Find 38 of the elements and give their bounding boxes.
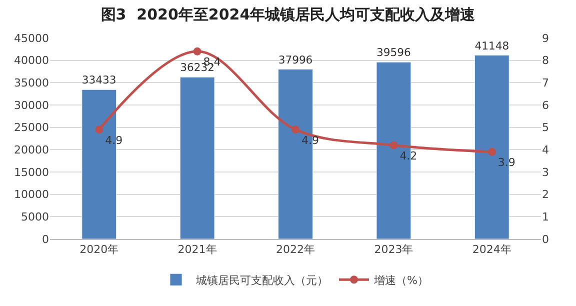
- y-tick-label: 15000: [14, 166, 49, 179]
- y-tick-label: 45000: [14, 32, 49, 45]
- data-label: 37996: [278, 53, 313, 66]
- data-label: 39596: [376, 46, 412, 60]
- y-tick-label: 0: [42, 232, 49, 246]
- y-tick-label: 35000: [14, 76, 49, 90]
- point: [292, 126, 300, 134]
- y2-tick-label: 8: [542, 54, 549, 68]
- x-tick-label: 2024年: [472, 243, 512, 256]
- y-tick-label: 25000: [14, 121, 49, 134]
- point: [193, 47, 202, 56]
- x-tick-label: 2022年: [276, 243, 315, 256]
- point: [95, 126, 104, 134]
- y-tick-label: 5000: [21, 210, 49, 224]
- y2-tick-label: 0: [542, 232, 549, 246]
- chart-title: 图3 2020年至2024年城镇居民人均可支配收入及增速: [100, 6, 476, 24]
- data-label: 41148: [474, 39, 510, 52]
- x-tick-label: 2020年: [80, 243, 119, 256]
- legend-label: 城镇居民可支配收入（元）: [195, 274, 328, 287]
- y2-tick-label: 6: [542, 98, 549, 112]
- y-tick-label: 20000: [14, 144, 49, 157]
- bar: [180, 76, 215, 239]
- data-label: 33433: [82, 74, 116, 87]
- x-tick-label: 2021年: [178, 243, 217, 256]
- y-tick-label: 30000: [14, 98, 49, 112]
- x-tick-label: 2023年: [374, 243, 414, 256]
- y2-tick-label: 4: [542, 144, 549, 157]
- y2-tick-label: 3: [542, 166, 549, 179]
- y2-tick-label: 9: [542, 32, 549, 45]
- y-tick-label: 10000: [14, 188, 49, 202]
- y2-tick-label: 2: [542, 188, 549, 202]
- y2-tick-label: 5: [542, 121, 549, 134]
- y2-tick-label: 1: [542, 210, 549, 224]
- legend-label: 增速（%）: [373, 274, 428, 287]
- y2-tick-label: 7: [542, 76, 549, 90]
- point: [390, 141, 398, 150]
- y-tick-label: 40000: [14, 54, 49, 68]
- point: [488, 148, 496, 156]
